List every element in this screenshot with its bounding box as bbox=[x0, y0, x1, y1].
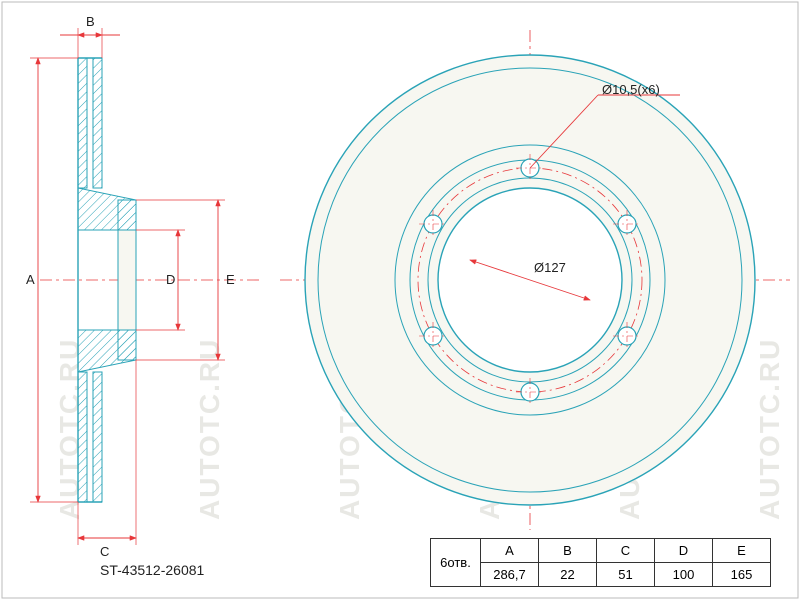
dim-a: A bbox=[26, 272, 35, 287]
table-col: B bbox=[539, 539, 597, 563]
table-val: 165 bbox=[713, 563, 771, 587]
dim-e: E bbox=[226, 272, 235, 287]
bolt-label: Ø10,5(x6) bbox=[602, 82, 660, 97]
table-val: 100 bbox=[655, 563, 713, 587]
bore-dia-label: Ø127 bbox=[534, 260, 566, 275]
table-val: 286,7 bbox=[481, 563, 539, 587]
table-holes: 6отв. bbox=[431, 539, 481, 587]
table-col: E bbox=[713, 539, 771, 563]
dim-d: D bbox=[166, 272, 175, 287]
dim-c: C bbox=[100, 544, 109, 559]
dim-b: B bbox=[86, 14, 95, 29]
table-val: 51 bbox=[597, 563, 655, 587]
table-col: C bbox=[597, 539, 655, 563]
table-col: A bbox=[481, 539, 539, 563]
front-view bbox=[280, 30, 790, 530]
table-val: 22 bbox=[539, 563, 597, 587]
drawing-canvas bbox=[0, 0, 800, 600]
part-number: ST-43512-26081 bbox=[100, 562, 204, 578]
dimension-table: 6отв. A B C D E 286,7 22 51 100 165 bbox=[430, 538, 771, 587]
table-col: D bbox=[655, 539, 713, 563]
